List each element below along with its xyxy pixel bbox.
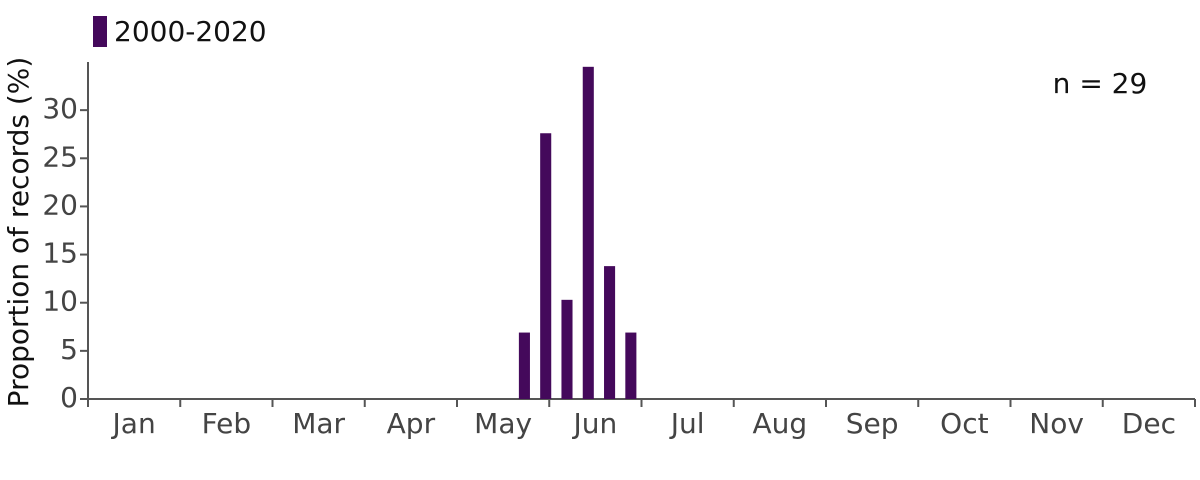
x-tick-label: Jun xyxy=(572,407,618,440)
bar xyxy=(582,66,594,400)
y-tick-label: 0 xyxy=(60,381,78,414)
x-tick-label: Jan xyxy=(111,407,156,440)
bar xyxy=(518,332,530,399)
x-tick-label: Jul xyxy=(669,407,705,440)
y-tick-label: 10 xyxy=(42,285,78,318)
y-tick-label: 20 xyxy=(42,188,78,221)
y-tick-label: 25 xyxy=(42,140,78,173)
y-tick-label: 5 xyxy=(60,333,78,366)
x-tick-label: Feb xyxy=(202,407,252,440)
x-tick-label: Nov xyxy=(1029,407,1084,440)
bar xyxy=(561,299,573,399)
x-tick-label: Mar xyxy=(292,407,345,440)
bar xyxy=(625,332,637,399)
legend-label: 2000-2020 xyxy=(114,15,267,48)
y-axis-label: Proportion of records (%) xyxy=(2,57,35,408)
y-tick-label: 30 xyxy=(42,92,78,125)
x-tick-label: Sep xyxy=(846,407,899,440)
bar xyxy=(540,133,552,399)
x-tick-label: May xyxy=(474,407,532,440)
y-tick-label: 15 xyxy=(42,237,78,270)
x-tick-label: Oct xyxy=(940,407,988,440)
x-tick-label: Apr xyxy=(387,407,436,440)
bar xyxy=(604,266,616,399)
x-tick-label: Dec xyxy=(1122,407,1176,440)
annotation: n = 29 xyxy=(1053,67,1148,100)
x-tick-label: Aug xyxy=(753,407,808,440)
legend-swatch xyxy=(93,16,107,47)
